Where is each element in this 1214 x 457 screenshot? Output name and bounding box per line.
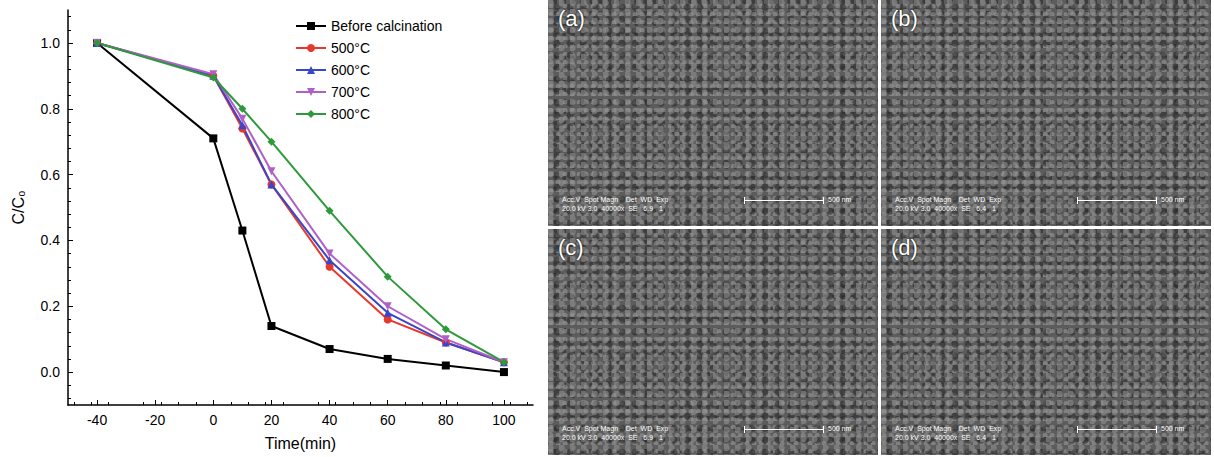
svg-text:100: 100 [492,412,516,428]
html-text:(a): (a) [558,6,585,31]
svg-text:60: 60 [380,412,396,428]
svg-text:700°C: 700°C [331,84,370,100]
svg-text:20: 20 [264,412,280,428]
html-text:Acc.V Spot Magn Det WD Exp 20.: Acc.V Spot Magn Det WD Exp 20.0 kV 3.0 4… [562,425,669,441]
html-text:500 nm: 500 nm [828,196,852,203]
svg-text:-20: -20 [145,412,165,428]
html-text:(c): (c) [558,235,584,260]
svg-text:0.6: 0.6 [41,167,61,183]
html-text:Acc.V Spot Magn Det WD Exp 20.: Acc.V Spot Magn Det WD Exp 20.0 kV 3.0 4… [895,425,1002,441]
svg-text:80: 80 [438,412,454,428]
html-text:(d): (d) [891,235,918,260]
svg-text:500°C: 500°C [331,40,370,56]
svg-text:0.4: 0.4 [41,232,61,248]
svg-text:Time(min): Time(min) [265,435,336,452]
html-text:Acc.V Spot Magn Det WD Exp 20.: Acc.V Spot Magn Det WD Exp 20.0 kV 3.0 4… [895,196,1002,212]
html-text:500 nm: 500 nm [1161,425,1185,432]
html-text:Acc.V Spot Magn Det WD Exp 20.: Acc.V Spot Magn Det WD Exp 20.0 kV 3.0 4… [562,196,669,212]
svg-text:0.0: 0.0 [41,364,61,380]
svg-text:800°C: 800°C [331,106,370,122]
svg-text:1.0: 1.0 [41,35,61,51]
svg-text:40: 40 [322,412,338,428]
svg-text:600°C: 600°C [331,62,370,78]
svg-text:0.2: 0.2 [41,298,61,314]
html-text:500 nm: 500 nm [828,425,852,432]
html-text:500 nm: 500 nm [1161,196,1185,203]
svg-text:0: 0 [209,412,217,428]
svg-text:-40: -40 [87,412,107,428]
svg-text:0.8: 0.8 [41,101,61,117]
svg-text:C/C₀: C/C₀ [10,190,27,224]
html-text:(b): (b) [891,6,918,31]
svg-text:Before calcination: Before calcination [331,18,442,34]
